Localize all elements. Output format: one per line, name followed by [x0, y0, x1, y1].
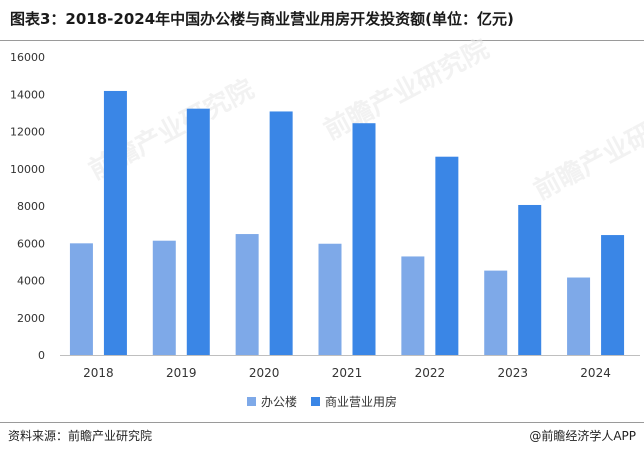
y-tick-label: 12000 — [10, 126, 45, 139]
bar-commercial-2022 — [435, 156, 459, 355]
y-tick-label: 0 — [38, 349, 45, 362]
legend-swatch-office — [246, 397, 256, 406]
bar-commercial-2021 — [352, 123, 376, 355]
bar-office-2018 — [69, 243, 93, 355]
y-tick-label: 6000 — [17, 237, 45, 250]
credit-note: @前瞻经济学人APP — [529, 429, 636, 443]
bar-commercial-2018 — [103, 90, 127, 356]
title-divider — [0, 40, 644, 41]
x-tick-label: 2024 — [580, 366, 611, 380]
bar-commercial-2019 — [186, 108, 210, 356]
x-tick-label: 2020 — [249, 366, 280, 380]
chart-legend: 办公楼 商业营业用房 — [0, 393, 644, 410]
y-tick-label: 16000 — [10, 51, 45, 64]
watermark-text: 前瞻产业研究院 — [319, 33, 494, 146]
x-tick-label: 2021 — [332, 366, 363, 380]
legend-item-commercial: 商业营业用房 — [311, 393, 397, 410]
y-tick-label: 8000 — [17, 200, 45, 213]
bar-office-2019 — [152, 240, 176, 355]
bar-office-2024 — [567, 277, 591, 355]
chart-title: 图表3：2018-2024年中国办公楼与商业营业用房开发投资额(单位：亿元) — [10, 10, 514, 28]
bar-office-2022 — [401, 256, 425, 355]
x-tick-label: 2018 — [83, 366, 114, 380]
y-tick-label: 14000 — [10, 88, 45, 101]
legend-swatch-commercial — [311, 397, 320, 406]
bar-office-2020 — [235, 234, 259, 355]
source-note: 资料来源：前瞻产业研究院 — [8, 429, 153, 443]
y-tick-label: 4000 — [17, 275, 45, 288]
legend-label-office: 办公楼 — [260, 395, 297, 409]
bar-commercial-2020 — [269, 111, 293, 355]
bar-commercial-2024 — [601, 235, 625, 355]
y-tick-label: 10000 — [10, 163, 45, 176]
x-tick-label: 2019 — [166, 366, 197, 380]
x-tick-label: 2022 — [415, 366, 446, 380]
x-tick-label: 2023 — [497, 366, 528, 380]
y-tick-label: 2000 — [17, 312, 45, 325]
watermark-text: 前瞻产业研究院 — [529, 93, 644, 206]
legend-label-commercial: 商业营业用房 — [325, 395, 398, 409]
legend-item-office: 办公楼 — [246, 393, 297, 410]
footer-divider — [0, 422, 644, 423]
bar-office-2021 — [318, 243, 342, 355]
bar-commercial-2023 — [518, 204, 542, 355]
bar-office-2023 — [484, 270, 508, 355]
